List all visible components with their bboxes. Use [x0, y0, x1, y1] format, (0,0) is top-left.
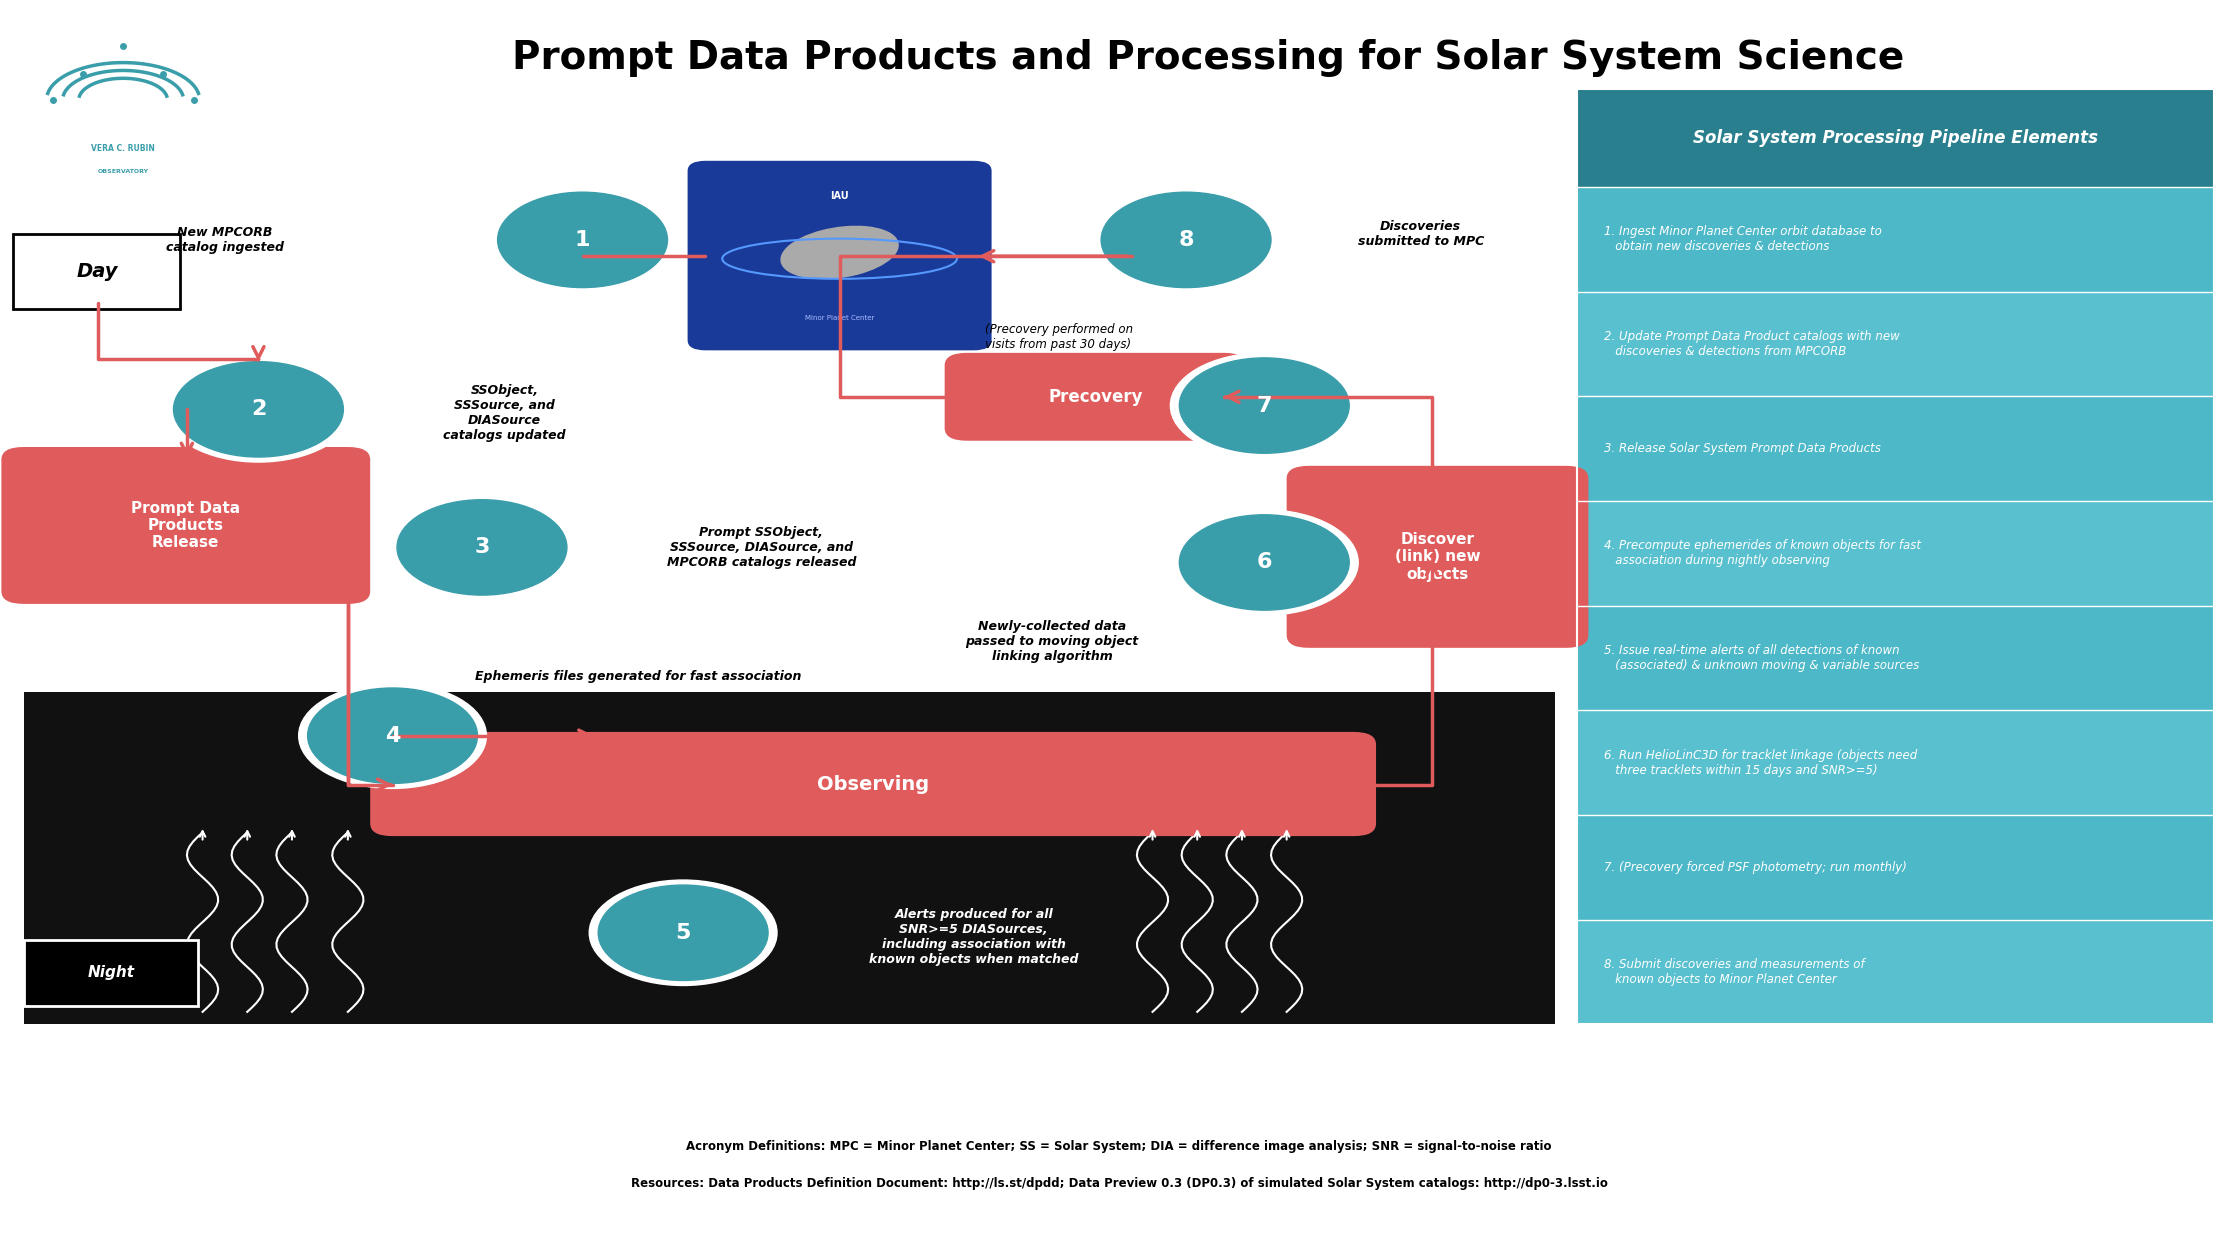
Text: Day: Day [76, 262, 119, 281]
Circle shape [166, 356, 351, 462]
Text: IAU: IAU [830, 191, 848, 201]
Text: 5. Issue real-time alerts of all detections of known
   (associated) & unknown m: 5. Issue real-time alerts of all detecti… [1605, 644, 1920, 672]
FancyBboxPatch shape [369, 732, 1376, 837]
Circle shape [298, 683, 486, 789]
Text: 2: 2 [251, 399, 266, 419]
Text: 6: 6 [1256, 552, 1271, 572]
FancyBboxPatch shape [13, 234, 181, 309]
Text: 5: 5 [676, 923, 692, 942]
Text: 6. Run HelioLinC3D for tracklet linkage (objects need
   three tracklets within : 6. Run HelioLinC3D for tracklet linkage … [1605, 749, 1918, 776]
Text: 7: 7 [1256, 395, 1271, 415]
Text: Minor Planet Center: Minor Planet Center [806, 314, 875, 321]
Circle shape [598, 886, 768, 980]
FancyBboxPatch shape [25, 940, 199, 1005]
Text: 3: 3 [474, 537, 490, 557]
FancyBboxPatch shape [944, 352, 1247, 440]
Text: 3. Release Solar System Prompt Data Products: 3. Release Solar System Prompt Data Prod… [1605, 443, 1880, 455]
FancyBboxPatch shape [1578, 89, 2213, 187]
Text: Discoveries
submitted to MPC: Discoveries submitted to MPC [1358, 220, 1484, 248]
Circle shape [1179, 357, 1350, 453]
Circle shape [1179, 515, 1350, 610]
FancyBboxPatch shape [1578, 501, 2213, 606]
Text: 2. Update Prompt Data Product catalogs with new
   discoveries & detections from: 2. Update Prompt Data Product catalogs w… [1605, 330, 1900, 359]
Circle shape [1092, 187, 1280, 293]
Text: Discover
(link) new
objects: Discover (link) new objects [1394, 532, 1479, 581]
Text: 7. (Precovery forced PSF photometry; run monthly): 7. (Precovery forced PSF photometry; run… [1605, 860, 1907, 874]
Text: Solar System Processing Pipeline Elements: Solar System Processing Pipeline Element… [1694, 130, 2099, 147]
Text: SSObject,
SSSource, and
DIASource
catalogs updated: SSObject, SSSource, and DIASource catalo… [443, 384, 566, 442]
FancyBboxPatch shape [1578, 711, 2213, 815]
Text: VERA C. RUBIN: VERA C. RUBIN [92, 145, 154, 153]
Text: 1: 1 [575, 230, 591, 250]
FancyBboxPatch shape [687, 161, 991, 350]
Ellipse shape [781, 226, 897, 278]
FancyBboxPatch shape [25, 692, 1555, 1024]
Text: 1. Ingest Minor Planet Center orbit database to
   obtain new discoveries & dete: 1. Ingest Minor Planet Center orbit data… [1605, 225, 1882, 254]
FancyBboxPatch shape [1578, 187, 2213, 292]
Text: Prompt SSObject,
SSSource, DIASource, and
MPCORB catalogs released: Prompt SSObject, SSSource, DIASource, an… [667, 526, 857, 569]
Text: Resources: Data Products Definition Document: http://ls.st/dpdd; Data Preview 0.: Resources: Data Products Definition Docu… [631, 1177, 1607, 1190]
Text: Acronym Definitions: MPC = Minor Planet Center; SS = Solar System; DIA = differe: Acronym Definitions: MPC = Minor Planet … [687, 1140, 1551, 1152]
Circle shape [175, 361, 342, 457]
FancyBboxPatch shape [1578, 606, 2213, 711]
FancyBboxPatch shape [1287, 465, 1589, 648]
Text: OBSERVATORY: OBSERVATORY [98, 170, 148, 175]
Text: Newly-collected data
passed to moving object
linking algorithm: Newly-collected data passed to moving ob… [965, 620, 1139, 663]
Text: Precovery: Precovery [1047, 387, 1144, 406]
FancyBboxPatch shape [1578, 292, 2213, 396]
Circle shape [387, 494, 575, 600]
FancyBboxPatch shape [1578, 815, 2213, 920]
Circle shape [589, 881, 777, 985]
Text: Prompt Data Products and Processing for Solar System Science: Prompt Data Products and Processing for … [513, 39, 1905, 77]
Text: Night: Night [87, 965, 134, 980]
Text: 4: 4 [385, 726, 401, 746]
Text: Ephemeris files generated for fast association: Ephemeris files generated for fast assoc… [474, 671, 801, 683]
Circle shape [497, 192, 667, 288]
Text: Observing: Observing [817, 775, 929, 794]
FancyBboxPatch shape [1578, 396, 2213, 501]
Text: New MPCORB
catalog ingested: New MPCORB catalog ingested [166, 226, 284, 254]
Circle shape [1170, 509, 1358, 615]
Text: 8. Submit discoveries and measurements of
   known objects to Minor Planet Cente: 8. Submit discoveries and measurements o… [1605, 959, 1864, 986]
Text: 8: 8 [1177, 230, 1193, 250]
FancyBboxPatch shape [2, 447, 369, 604]
Text: Prompt Data
Products
Release: Prompt Data Products Release [132, 501, 239, 550]
Circle shape [1101, 192, 1271, 288]
Circle shape [488, 187, 676, 293]
Text: (Precovery performed on
visits from past 30 days): (Precovery performed on visits from past… [985, 322, 1132, 351]
Circle shape [1170, 352, 1358, 458]
Text: 4. Precompute ephemerides of known objects for fast
   association during nightl: 4. Precompute ephemerides of known objec… [1605, 540, 1920, 567]
Circle shape [396, 499, 566, 595]
FancyBboxPatch shape [1578, 920, 2213, 1024]
Text: Alerts produced for all
SNR>=5 DIASources,
including association with
known obje: Alerts produced for all SNR>=5 DIASource… [868, 907, 1079, 966]
Circle shape [307, 688, 477, 784]
